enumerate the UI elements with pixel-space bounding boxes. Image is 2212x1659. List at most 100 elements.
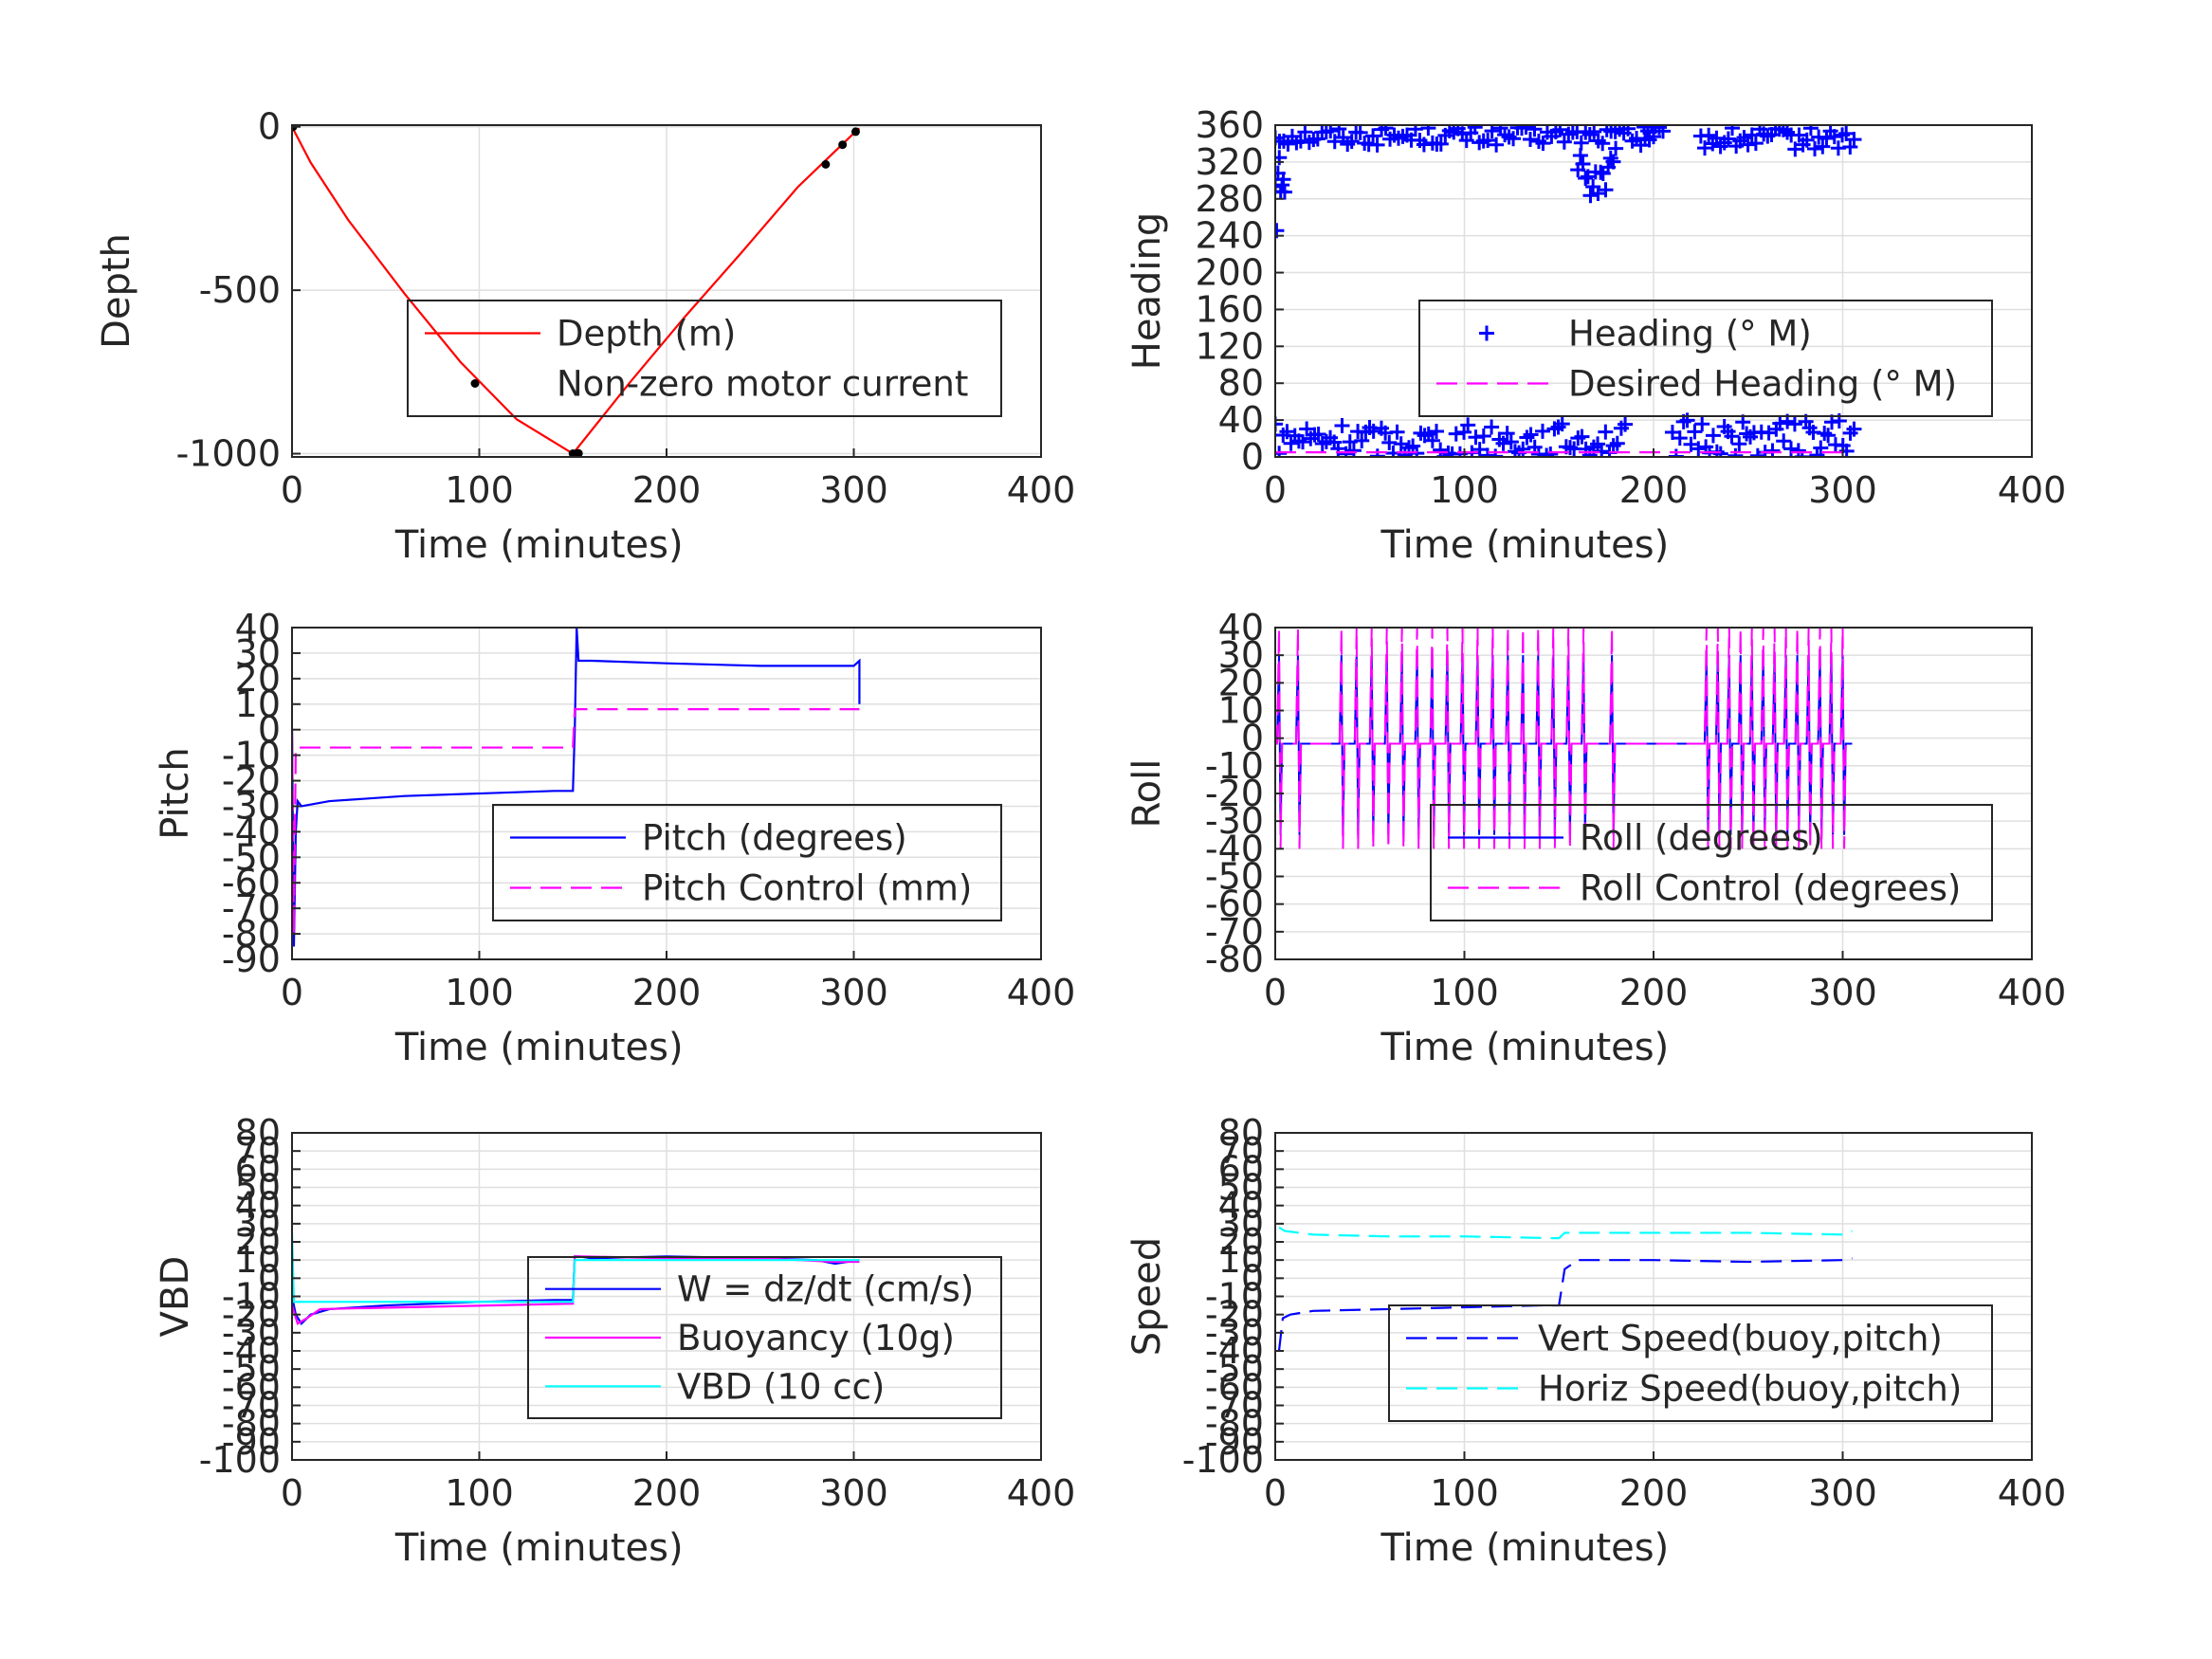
heading-point — [1334, 417, 1350, 433]
y-tick-label: -70 — [1205, 911, 1264, 953]
heading-point — [1724, 428, 1740, 445]
y-tick-label: -10 — [222, 1276, 281, 1318]
heading-point — [1345, 443, 1362, 457]
series-vert-speed-buoy-pitch — [1277, 1257, 1853, 1352]
legend-swatch — [470, 379, 480, 388]
heading-point — [1275, 446, 1288, 457]
heading-point — [1749, 447, 1765, 457]
heading-point — [1310, 427, 1326, 443]
heading-point — [1807, 141, 1823, 157]
y-tick-label: 0 — [1241, 436, 1264, 478]
heading-point — [1299, 421, 1315, 437]
y-tick-label: -10 — [1205, 1276, 1264, 1318]
heading-point — [1484, 419, 1500, 435]
heading-point — [1279, 424, 1295, 440]
heading-point — [1326, 134, 1343, 150]
y-tick-label: 40 — [235, 607, 281, 648]
heading-point — [1460, 417, 1476, 433]
heading-point — [1354, 432, 1370, 448]
heading-point — [1297, 125, 1313, 140]
x-tick-label: 300 — [819, 469, 888, 511]
y-tick-label: -60 — [1205, 1366, 1264, 1408]
y-tick-label: 120 — [1195, 325, 1264, 367]
legend-entry-label: Pitch (degrees) — [642, 818, 907, 859]
heading-point — [1338, 446, 1354, 457]
x-tick-label: 100 — [1430, 469, 1499, 511]
x-tick-label: 200 — [1619, 972, 1689, 1013]
y-tick-label: -30 — [222, 1312, 281, 1354]
y-axis-label: Pitch — [154, 747, 197, 839]
heading-point — [1783, 441, 1800, 457]
heading-point — [1813, 440, 1829, 456]
heading-point — [1772, 415, 1788, 431]
heading-point — [1802, 125, 1819, 137]
x-tick-label: 0 — [1264, 469, 1287, 511]
y-tick-label: 20 — [1218, 662, 1264, 703]
motor-current-point — [574, 448, 583, 457]
heading-point — [1672, 430, 1688, 447]
y-tick-label: -30 — [1205, 800, 1264, 842]
x-tick-label: 100 — [445, 469, 514, 511]
legend: Vert Speed(buoy,pitch) Horiz Speed(buoy,p… — [1388, 1304, 1993, 1422]
heading-point — [1365, 423, 1381, 439]
y-tick-label: 0 — [258, 709, 281, 751]
heading-point — [1701, 127, 1717, 143]
x-tick-label: 100 — [445, 1472, 514, 1514]
y-tick-label: 50 — [235, 1167, 281, 1209]
x-tick-label: 100 — [1430, 1472, 1499, 1514]
heading-point — [1826, 129, 1842, 145]
y-axis-label: Speed — [1125, 1237, 1169, 1356]
speed-plot: 0 100 200 300 40080706050403020100-10-20-30-… — [1125, 1112, 2066, 1570]
y-tick-label: -80 — [222, 1403, 281, 1445]
heading-point — [1499, 426, 1515, 442]
legend: Heading (° M) Desired Heading (° M) — [1418, 300, 1993, 417]
heading-point — [1448, 426, 1464, 442]
legend-entry-label: W = dz/dt (cm/s) — [677, 1269, 974, 1310]
y-axis-label: Roll — [1125, 759, 1169, 829]
heading-point — [1578, 170, 1594, 186]
y-tick-label: 30 — [1218, 634, 1264, 676]
y-tick-label: -40 — [222, 811, 281, 852]
y-tick-label: 0 — [1241, 1257, 1264, 1299]
heading-point — [1572, 147, 1588, 163]
legend: Pitch (degrees) Pitch Control (mm) — [492, 804, 1002, 921]
heading-point — [1620, 125, 1636, 137]
y-tick-label: 60 — [1218, 1148, 1264, 1190]
heading-point — [1283, 435, 1299, 451]
legend-entry-label: Desired Heading (° M) — [1568, 364, 1957, 405]
legend: Roll (degrees) Roll Control (degrees) — [1430, 804, 1993, 921]
legend-entry-label: Non-zero motor current — [557, 364, 968, 405]
heading-point — [1554, 416, 1570, 432]
heading-point — [1582, 188, 1599, 204]
x-tick-label: 0 — [1264, 972, 1287, 1013]
heading-point — [1764, 443, 1781, 457]
x-axis-label: Time (minutes) — [394, 1026, 684, 1069]
y-tick-label: -80 — [1205, 939, 1264, 980]
depth-plot: 0 100 200 300 400 0 -500 -1000 Time (minutes) Dep… — [95, 106, 1075, 567]
legend-box — [527, 1256, 1002, 1419]
x-tick-label: 400 — [1007, 972, 1076, 1013]
x-tick-label: 0 — [281, 1472, 303, 1514]
y-tick-label: 70 — [1218, 1130, 1264, 1172]
y-tick-label: 20 — [235, 1221, 281, 1263]
motor-current-point — [821, 159, 831, 169]
heading-point — [1534, 423, 1550, 439]
y-tick-label: -20 — [222, 1294, 281, 1336]
heading-point — [1815, 138, 1831, 155]
y-tick-label: -100 — [1182, 1439, 1264, 1481]
y-tick-label: 40 — [1218, 1185, 1264, 1227]
y-tick-label: -500 — [199, 269, 281, 311]
heading-point — [1495, 435, 1511, 451]
heading-point — [1697, 140, 1713, 156]
y-tick-label: -50 — [222, 1348, 281, 1390]
y-tick-label: -20 — [222, 760, 281, 802]
heading-point — [1618, 416, 1634, 432]
y-axis-label: Heading — [1125, 212, 1169, 370]
y-tick-label: 40 — [235, 1185, 281, 1227]
x-tick-label: 300 — [819, 1472, 888, 1514]
y-tick-label: 40 — [1218, 399, 1264, 441]
legend-entry-label: Pitch Control (mm) — [642, 868, 972, 909]
x-tick-label: 300 — [1808, 972, 1877, 1013]
heading-point — [1712, 446, 1728, 457]
